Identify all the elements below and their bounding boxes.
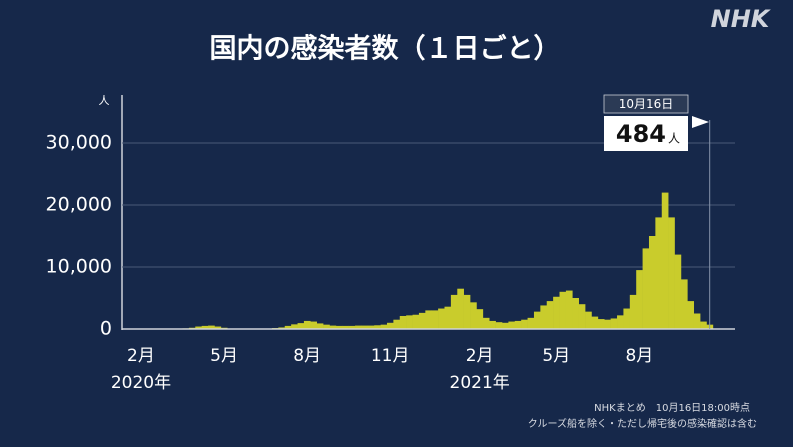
bar (412, 314, 420, 329)
bar (502, 322, 509, 329)
bar (374, 325, 381, 329)
y-tick-label: 20,000 (46, 194, 112, 216)
bar (323, 324, 330, 329)
bar (655, 217, 663, 329)
bar (610, 318, 618, 329)
bar (476, 309, 484, 329)
annotation-value: 484 (616, 120, 666, 148)
bar (533, 311, 541, 329)
bar (380, 324, 388, 329)
bar (668, 217, 675, 329)
bar (386, 322, 394, 329)
chart-title: 国内の感染者数（１日ごと） (210, 33, 561, 65)
logo: NHK (711, 5, 772, 33)
bar (316, 323, 324, 329)
bar (553, 296, 560, 329)
x-tick-label: 2月 (466, 346, 494, 366)
bar (687, 301, 695, 329)
bar (636, 270, 643, 329)
bar (342, 325, 349, 329)
bar (457, 288, 464, 329)
y-tick-label: 30,000 (46, 132, 112, 154)
bar (278, 327, 286, 329)
annotation-unit: 人 (668, 132, 680, 146)
bar (284, 325, 292, 329)
x-tick-label: 11月 (371, 346, 410, 366)
bar (361, 325, 369, 329)
bar (495, 322, 503, 329)
bar (303, 320, 311, 329)
bar (406, 315, 413, 329)
x-year-label: 2021年 (450, 373, 510, 393)
annotation-flag (692, 116, 709, 128)
bar (585, 311, 592, 329)
x-tick-label: 5月 (210, 346, 238, 366)
bar (444, 306, 452, 329)
bar (431, 310, 439, 329)
bar (438, 308, 445, 329)
bar (482, 317, 490, 329)
bar (559, 291, 567, 329)
bar (425, 310, 433, 329)
bar (470, 302, 477, 329)
x-tick-label: 8月 (625, 346, 653, 366)
bar (521, 319, 528, 329)
bar (578, 304, 586, 329)
bar (463, 294, 471, 329)
y-tick-label: 0 (100, 318, 112, 340)
bar (399, 315, 407, 329)
bar (297, 323, 305, 329)
bar (310, 321, 317, 329)
bar (597, 319, 605, 329)
bar (700, 321, 707, 329)
bar (450, 294, 458, 329)
annotation-value-box (604, 116, 688, 151)
x-tick-label: 2月 (127, 346, 155, 366)
annotation-date: 10月16日 (619, 97, 674, 111)
bar (540, 305, 548, 329)
bar (661, 192, 669, 329)
y-unit: 人 (99, 94, 110, 107)
bar (629, 294, 637, 329)
bar (642, 248, 650, 329)
x-tick-label: 8月 (293, 346, 321, 366)
bar (329, 325, 337, 329)
y-tick-label: 10,000 (46, 256, 112, 278)
bar (214, 326, 222, 329)
bar (489, 320, 496, 329)
note: NHKまとめ 10月16日18:00時点 (594, 402, 750, 414)
bar (565, 290, 573, 329)
bar (508, 321, 516, 329)
bar (348, 325, 356, 329)
annotation-date-box (603, 94, 689, 114)
bar (572, 298, 579, 329)
bar (546, 301, 554, 329)
bar (201, 325, 209, 329)
bar (674, 254, 682, 329)
bar (335, 325, 343, 329)
bar (527, 317, 535, 329)
x-year-label: 2020年 (111, 373, 171, 393)
bar (648, 236, 656, 329)
bar (591, 316, 599, 329)
bar (418, 312, 426, 329)
bar (355, 325, 362, 329)
bar (291, 324, 298, 329)
x-tick-label: 5月 (542, 346, 570, 366)
bar (693, 313, 701, 329)
bar (623, 308, 631, 329)
bar (367, 325, 375, 329)
bar (680, 279, 688, 329)
bar (208, 325, 215, 329)
bar (195, 326, 202, 329)
bar (617, 315, 624, 329)
bar (604, 319, 611, 329)
bar (393, 319, 401, 329)
bar (514, 320, 522, 329)
note: クルーズ船を除く・ただし帰宅後の感染確認は含む (528, 417, 757, 430)
